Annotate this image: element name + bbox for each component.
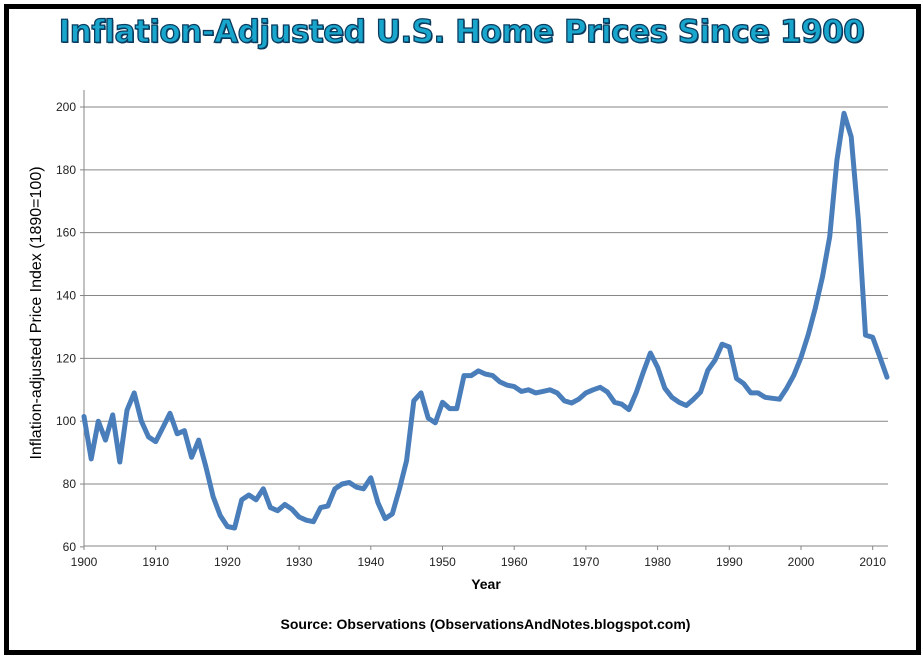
x-tick-label: 1970 xyxy=(573,555,600,569)
y-tick-label: 80 xyxy=(63,477,77,491)
x-tick-label: 1920 xyxy=(214,555,241,569)
x-ticks: 1900 1910 1920 1930 1940 1950 1960 1970 1980 1990… xyxy=(71,546,886,569)
gridlines xyxy=(84,106,888,485)
y-tick-label: 100 xyxy=(56,414,76,428)
series-group xyxy=(81,110,890,531)
y-tick-label: 120 xyxy=(56,351,76,365)
y-axis-title: Inflation-adjusted Price Index (1890=100… xyxy=(28,166,45,459)
y-tick-label: 200 xyxy=(56,100,76,114)
y-tick-label: 140 xyxy=(56,289,76,303)
x-tick-label: 1900 xyxy=(71,555,98,569)
y-tick-label: 180 xyxy=(56,163,76,177)
x-tick-label: 1910 xyxy=(142,555,169,569)
source-note: Source: Observations (ObservationsAndNot… xyxy=(280,616,691,632)
x-tick-label: 1950 xyxy=(429,555,456,569)
y-tick-label: 60 xyxy=(63,540,77,554)
x-axis-title: Year xyxy=(471,576,501,592)
x-tick-label: 1960 xyxy=(501,555,528,569)
x-tick-label: 1930 xyxy=(286,555,313,569)
x-tick-label: 1980 xyxy=(644,555,671,569)
axes xyxy=(83,90,888,547)
chart-title: Inflation-Adjusted U.S. Home Prices Sinc… xyxy=(58,13,865,50)
y-tick-label: 160 xyxy=(56,226,76,240)
x-tick-label: 2000 xyxy=(788,555,815,569)
y-ticks: 60 80 100 120 140 160 180 200 xyxy=(56,100,84,554)
x-tick-label: 2010 xyxy=(859,555,886,569)
x-tick-label: 1990 xyxy=(716,555,743,569)
x-tick-label: 1940 xyxy=(357,555,384,569)
series-line-price-index xyxy=(81,110,890,531)
